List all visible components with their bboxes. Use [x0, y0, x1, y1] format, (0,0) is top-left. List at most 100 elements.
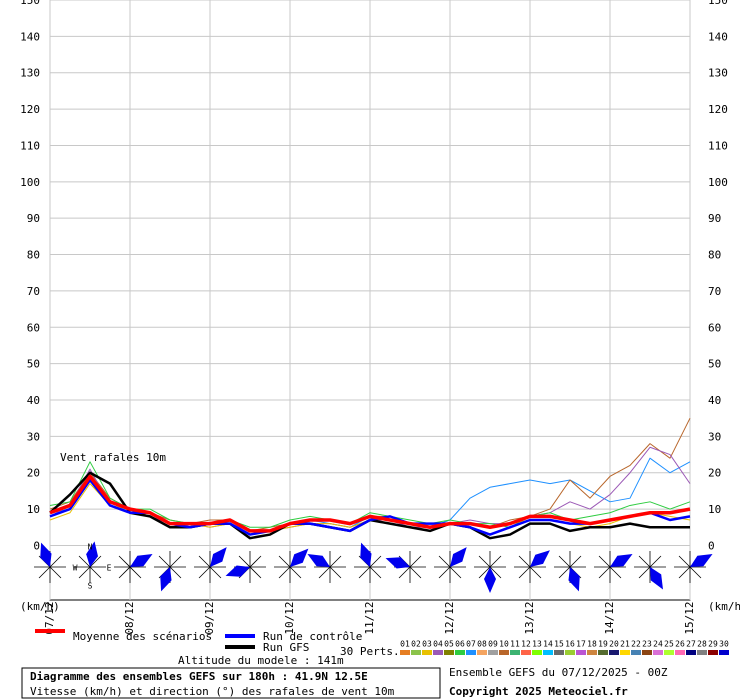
pert-label: 05 [444, 640, 454, 649]
y-tick-label: 130 [20, 67, 40, 80]
y-tick-label: 150 [708, 0, 728, 7]
pert-swatch [686, 650, 696, 655]
pert-label: 15 [554, 640, 564, 649]
pert-label: 02 [411, 640, 421, 649]
pert-swatch [444, 650, 454, 655]
wind-direction [225, 565, 250, 577]
pert-label: 16 [565, 640, 575, 649]
copyright: Copyright 2025 Meteociel.fr [449, 685, 628, 698]
compass-n: N [88, 543, 93, 552]
compass-s: S [88, 582, 93, 591]
y-tick-label: 40 [708, 394, 721, 407]
pert-swatch [543, 650, 553, 655]
y-tick-label: 30 [27, 430, 40, 443]
y-tick-label: 10 [27, 503, 40, 516]
legend-label: Run GFS [263, 641, 309, 654]
y-tick-label: 50 [27, 358, 40, 371]
pert-label: 22 [631, 640, 641, 649]
pert-label: 24 [653, 640, 663, 649]
y-tick-label: 130 [708, 67, 728, 80]
pert-label: 18 [587, 640, 597, 649]
compass-w: W [73, 564, 78, 573]
pert-label: 10 [499, 640, 509, 649]
wind-direction [484, 567, 496, 593]
pert-label: 30 [719, 640, 729, 649]
pert-label: 08 [477, 640, 487, 649]
wind-direction [210, 547, 227, 567]
y-tick-label: 0 [708, 539, 715, 552]
wind-direction [610, 554, 633, 567]
pert-swatch [466, 650, 476, 655]
y-tick-label: 100 [20, 176, 40, 189]
pert-swatch [664, 650, 674, 655]
y-unit-left: (km/h) [20, 600, 60, 613]
pert-swatch [411, 650, 421, 655]
pert-swatch [708, 650, 718, 655]
pert-swatch [433, 650, 443, 655]
run-info: Ensemble GEFS du 07/12/2025 - 00Z [449, 666, 668, 679]
y-tick-label: 0 [33, 539, 40, 552]
pert-label: 28 [697, 640, 707, 649]
pert-label: 23 [642, 640, 652, 649]
y-tick-label: 80 [708, 249, 721, 262]
x-tick-label: 08/12 [123, 601, 136, 634]
pert-swatch [675, 650, 685, 655]
pert-swatch [565, 650, 575, 655]
wind-direction [530, 550, 550, 567]
wind-direction [385, 557, 410, 569]
pert-label: 27 [686, 640, 696, 649]
pert-swatch [609, 650, 619, 655]
pert-label: 13 [532, 640, 542, 649]
x-tick-label: 09/12 [203, 601, 216, 634]
pert-label: 26 [675, 640, 685, 649]
wind-direction [290, 548, 309, 567]
pert-swatch [697, 650, 707, 655]
pert-label: 01 [400, 640, 410, 649]
x-tick-label: 15/12 [683, 601, 696, 634]
y-tick-label: 110 [708, 139, 728, 152]
wind-direction [568, 567, 580, 592]
wind-direction [130, 554, 153, 567]
y-tick-label: 90 [27, 212, 40, 225]
perts-label: 30 Perts. [340, 645, 400, 658]
x-tick-label: 07/12 [43, 601, 56, 634]
pert-swatch [477, 650, 487, 655]
pert-swatch [422, 650, 432, 655]
pert-swatch [719, 650, 729, 655]
x-tick-label: 11/12 [363, 601, 376, 634]
y-tick-label: 150 [20, 0, 40, 7]
y-tick-label: 80 [27, 249, 40, 262]
y-tick-label: 120 [708, 103, 728, 116]
y-tick-label: 70 [708, 285, 721, 298]
y-tick-label: 110 [20, 139, 40, 152]
pert-label: 19 [598, 640, 608, 649]
pert-swatch [400, 650, 410, 655]
pert-swatch [631, 650, 641, 655]
pert-label: 25 [664, 640, 674, 649]
wind-direction [450, 547, 467, 567]
y-tick-label: 60 [708, 321, 721, 334]
y-tick-label: 50 [708, 358, 721, 371]
title-box [21, 667, 441, 699]
pert-label: 11 [510, 640, 520, 649]
wind-direction [650, 567, 663, 590]
y-unit-right: (km/h) [708, 600, 740, 613]
pert-label: 17 [576, 640, 586, 649]
pert-swatch [598, 650, 608, 655]
legend-label: Moyenne des scénarios [73, 630, 212, 643]
pert-label: 06 [455, 640, 465, 649]
pert-swatch [532, 650, 542, 655]
y-tick-label: 140 [708, 30, 728, 43]
x-tick-label: 12/12 [443, 601, 456, 634]
pert-label: 04 [433, 640, 443, 649]
pert-label: 03 [422, 640, 432, 649]
pert-swatch [510, 650, 520, 655]
y-tick-label: 140 [20, 30, 40, 43]
annotation: Vent rafales 10m [60, 451, 166, 464]
pert-swatch [576, 650, 586, 655]
pert-swatch [620, 650, 630, 655]
wind-direction [360, 542, 372, 567]
wind-direction [40, 542, 52, 567]
y-tick-label: 120 [20, 103, 40, 116]
